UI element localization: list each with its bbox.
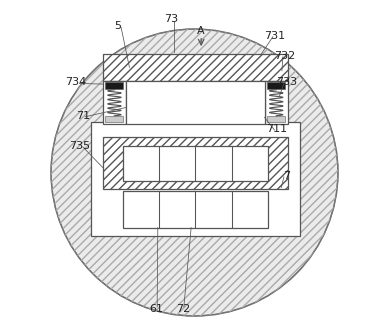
- Text: 735: 735: [69, 141, 90, 151]
- Text: 5: 5: [114, 21, 121, 31]
- Circle shape: [51, 29, 338, 316]
- Bar: [105, 82, 123, 89]
- Text: 732: 732: [274, 51, 295, 61]
- Text: 73: 73: [164, 14, 178, 24]
- Text: 734: 734: [65, 77, 87, 87]
- Bar: [91, 123, 300, 236]
- Bar: [265, 81, 288, 124]
- Text: 7: 7: [283, 171, 290, 181]
- Text: 731: 731: [264, 31, 285, 41]
- Text: 71: 71: [76, 111, 90, 121]
- Text: 733: 733: [276, 77, 297, 87]
- Bar: [105, 116, 123, 123]
- Bar: [103, 54, 288, 81]
- Text: A: A: [197, 26, 205, 36]
- Text: 61: 61: [149, 304, 163, 314]
- Bar: [103, 137, 288, 189]
- Text: 72: 72: [176, 304, 190, 314]
- Bar: [103, 81, 126, 124]
- Bar: [126, 81, 265, 124]
- Bar: [267, 116, 285, 123]
- Bar: [123, 146, 268, 181]
- Text: 711: 711: [266, 124, 287, 134]
- Bar: [267, 82, 285, 89]
- Bar: [123, 191, 268, 227]
